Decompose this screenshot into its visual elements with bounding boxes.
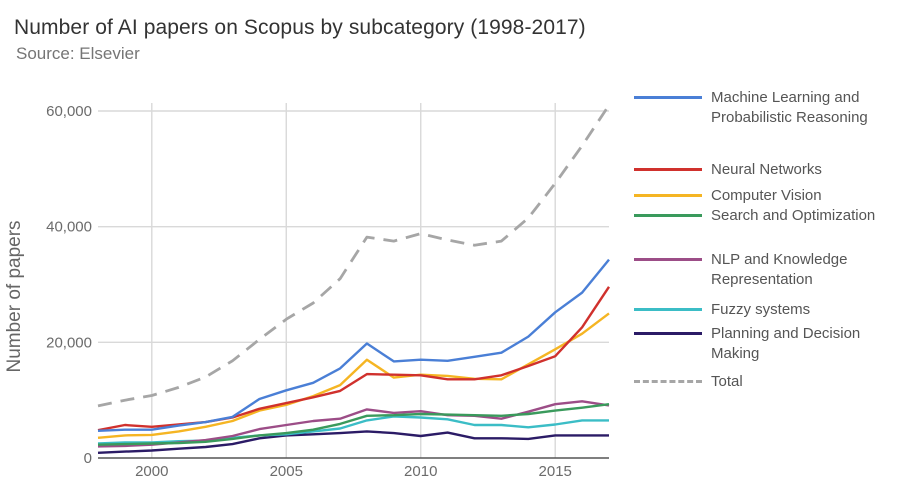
legend-label: Machine Learning and Probabilistic Reaso… — [711, 89, 868, 126]
legend-label: Neural Networks — [711, 161, 822, 178]
legend-swatch — [634, 168, 702, 171]
x-tick-label: 2005 — [270, 463, 303, 480]
y-tick-label: 40,000 — [46, 219, 92, 236]
legend-swatch — [634, 96, 702, 99]
series-line-neural-networks — [97, 286, 610, 432]
legend-swatch — [634, 214, 702, 217]
y-axis-label: Number of papers — [4, 220, 25, 372]
y-tick-label: 60,000 — [46, 103, 92, 120]
series-line-search-and-optimization — [97, 403, 610, 446]
legend-label: NLP and Knowledge Representation — [711, 251, 848, 288]
y-tick-label: 20,000 — [46, 334, 92, 351]
chart-title: Number of AI papers on Scopus by subcate… — [14, 16, 586, 39]
x-tick-label: 2000 — [135, 463, 168, 480]
series-line-total — [97, 104, 611, 408]
legend-swatch — [634, 258, 702, 261]
chart-legend: Machine Learning and Probabilistic Reaso… — [634, 88, 896, 390]
legend-swatch — [634, 380, 702, 383]
legend-label: Computer Vision — [711, 187, 822, 204]
legend-label: Total — [711, 373, 743, 390]
series-line-planning-and-decision-making — [97, 430, 609, 454]
series-line-machine-learning-and-probabilistic-reasoning — [97, 258, 610, 432]
x-tick-label: 2010 — [404, 463, 437, 480]
legend-label: Fuzzy systems — [711, 301, 811, 318]
legend-label: Search and Optimization — [711, 207, 876, 224]
chart-subtitle: Source: Elsevier — [16, 44, 140, 63]
y-tick-label: 0 — [84, 450, 92, 467]
legend-swatch — [634, 194, 702, 197]
legend-label: Planning and Decision Making — [711, 325, 861, 362]
legend-swatch — [634, 308, 702, 311]
x-tick-label: 2015 — [539, 463, 572, 480]
legend-swatch — [634, 332, 702, 335]
